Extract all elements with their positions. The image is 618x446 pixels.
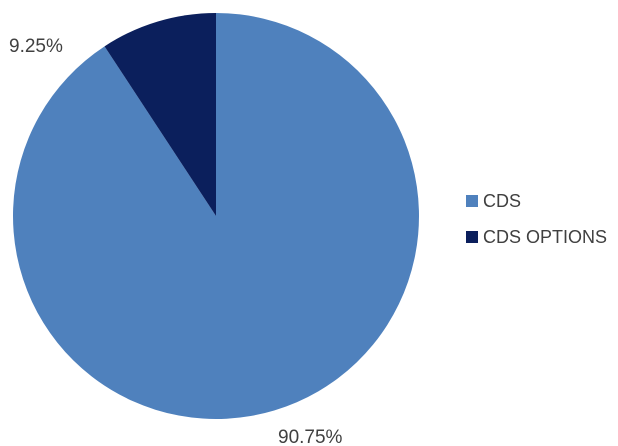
chart-legend: CDS CDS OPTIONS [466,188,607,260]
data-label-cds-options: 9.25% [9,36,63,57]
data-label-cds: 90.75% [278,427,343,446]
pie-slice-cds-options [104,13,216,216]
legend-swatch-cds [466,195,478,207]
legend-label-cds: CDS [483,190,522,211]
pie-data-labels: 90.75% 9.25% [9,36,343,446]
pie-slices [12,13,419,419]
pie-slice-cds [12,13,419,419]
legend-item-cds-options: CDS OPTIONS [466,224,607,250]
legend-swatch-cds-options [466,231,478,243]
legend-label-cds-options: CDS OPTIONS [483,226,608,247]
legend-item-cds: CDS [466,188,607,214]
